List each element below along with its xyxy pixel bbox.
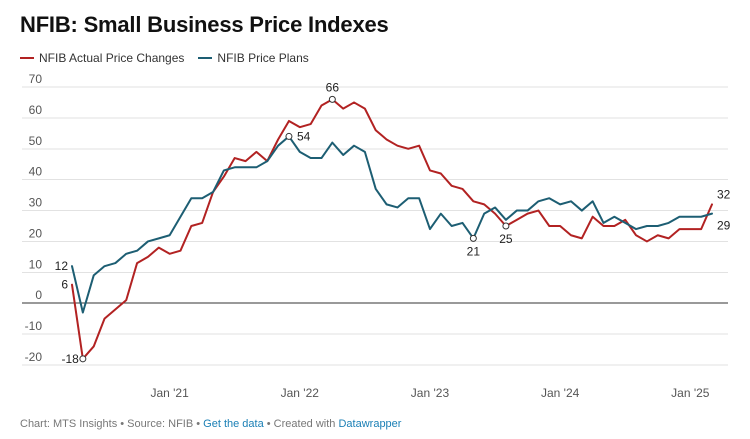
- y-tick-label: 70: [29, 72, 43, 86]
- annotation-marker: [285, 132, 293, 140]
- legend-label-actual: NFIB Actual Price Changes: [39, 51, 185, 65]
- annotation-marker: [469, 234, 477, 242]
- x-tick-label: Jan '21: [150, 386, 189, 400]
- x-tick-label: Jan '23: [411, 386, 450, 400]
- x-tick-label: Jan '25: [671, 386, 710, 400]
- series-line-plans: [71, 135, 713, 314]
- y-tick-label: 40: [29, 165, 43, 179]
- footer-middle: • Created with: [263, 418, 339, 430]
- legend-item-actual: NFIB Actual Price Changes: [20, 51, 184, 65]
- y-tick-label: 50: [29, 134, 43, 148]
- x-tick-label: Jan '24: [541, 386, 580, 400]
- legend-swatch-actual: [20, 57, 34, 59]
- data-label: 21: [467, 244, 481, 258]
- legend: NFIB Actual Price Changes NFIB Price Pla…: [20, 51, 323, 65]
- y-tick-label: 30: [29, 196, 43, 210]
- y-tick-label: -20: [25, 350, 43, 364]
- data-label: 54: [297, 129, 311, 143]
- legend-item-plans: NFIB Price Plans: [198, 51, 309, 65]
- annotation-marker: [79, 355, 87, 363]
- y-tick-label: 0: [35, 288, 42, 302]
- series-line-actual: [71, 98, 713, 360]
- legend-label-plans: NFIB Price Plans: [217, 51, 309, 65]
- data-label: 29: [717, 219, 731, 233]
- footer: Chart: MTS Insights • Source: NFIB • Get…: [20, 418, 401, 430]
- data-label: 25: [499, 232, 513, 246]
- data-label: 32: [717, 187, 731, 201]
- chart-title: NFIB: Small Business Price Indexes: [20, 12, 389, 37]
- x-tick-label: Jan '22: [281, 386, 320, 400]
- data-label: 66: [326, 80, 340, 94]
- datawrapper-link[interactable]: Datawrapper: [338, 418, 402, 430]
- data-label: 12: [55, 259, 69, 273]
- get-data-link[interactable]: Get the data: [203, 418, 264, 430]
- y-tick-label: 60: [29, 103, 43, 117]
- annotation-marker: [328, 95, 336, 103]
- data-label: -18: [62, 352, 80, 366]
- data-label: 6: [61, 278, 68, 292]
- y-tick-label: 10: [29, 257, 43, 271]
- y-tick-label: 20: [29, 226, 43, 240]
- annotation-marker: [502, 222, 510, 230]
- line-chart: -20 -10 0 10 20 30 40 50 60 70 Jan '21 Jan '22 Jan '…: [22, 72, 731, 400]
- y-tick-label: -10: [25, 319, 43, 333]
- footer-source: Chart: MTS Insights • Source: NFIB •: [20, 418, 204, 430]
- legend-swatch-plans: [198, 57, 213, 59]
